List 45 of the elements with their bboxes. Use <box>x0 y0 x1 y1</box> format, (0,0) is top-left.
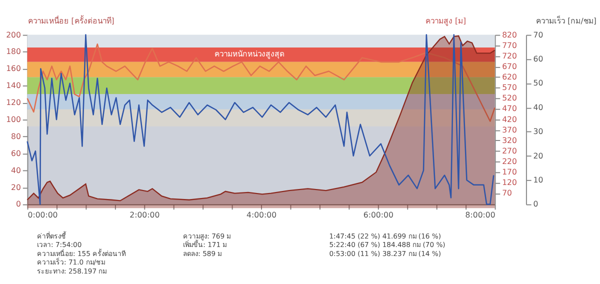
y-tick-label: 160 <box>6 64 21 74</box>
band-label: ความหนักหน่วงสูงสุด <box>214 50 284 60</box>
y-tick-label: 200 <box>6 30 21 40</box>
y3-tick-label: 50 <box>533 78 544 88</box>
y2-tick-label: 270 <box>502 146 518 156</box>
y-tick-label: 0 <box>16 200 21 209</box>
x-tick-label: 2:00:00 <box>130 210 160 220</box>
x-tick-label: 6:00:00 <box>363 210 394 220</box>
y3-tick-label: 20 <box>533 151 544 160</box>
y2-tick-label: 770 <box>502 40 518 50</box>
y2-tick-label: 170 <box>502 168 518 177</box>
y2-tick-label: 720 <box>502 51 518 60</box>
y2-tick-label: 220 <box>502 157 518 166</box>
y2-tick-label: 670 <box>502 62 518 71</box>
y-axis-title: ความเหนื่อย [ครั้งต่อนาที] <box>28 14 114 26</box>
y-tick-label: 20 <box>11 182 21 192</box>
y2-tick-label: 820 <box>502 30 518 40</box>
line-series <box>26 44 496 122</box>
y2-tick-label: 70 <box>502 188 512 198</box>
y-tick-label: 140 <box>6 81 21 90</box>
y3-tick-label: 40 <box>533 102 544 112</box>
x-tick-label: 8:00:00 <box>465 210 496 220</box>
y-tick-label: 40 <box>11 166 21 175</box>
y-tick-label: 100 <box>6 114 21 124</box>
y2-tick-label: 420 <box>502 114 518 124</box>
y2-axis-title: ความสูง [ม] <box>426 16 466 27</box>
x-tick-label: 0:00:00 <box>28 210 58 220</box>
y2-tick-label: 320 <box>502 136 518 145</box>
y2-tick-label: 120 <box>502 178 518 188</box>
y2-tick-label: 570 <box>502 83 518 92</box>
y-tick-label: 120 <box>6 98 21 108</box>
y3-axis-title: ความเร็ว [กม/ชม] <box>536 16 596 26</box>
x-tick-label: 4:00:00 <box>246 210 277 220</box>
y-tick-label: 180 <box>6 47 21 56</box>
y3-tick-label: 30 <box>533 127 544 136</box>
y2-tick-label: 620 <box>502 72 518 82</box>
y2-tick-label: 520 <box>502 94 518 103</box>
y-tick-label: 80 <box>11 132 21 141</box>
y3-tick-label: 70 <box>533 30 544 40</box>
y-tick-label: 60 <box>11 148 21 158</box>
y3-tick-label: 60 <box>533 54 544 64</box>
y3-tick-label: 10 <box>533 176 544 185</box>
y2-tick-label: 470 <box>502 104 518 114</box>
y3-tick-label: 0 <box>533 200 538 209</box>
y2-tick-label: 370 <box>502 125 518 134</box>
